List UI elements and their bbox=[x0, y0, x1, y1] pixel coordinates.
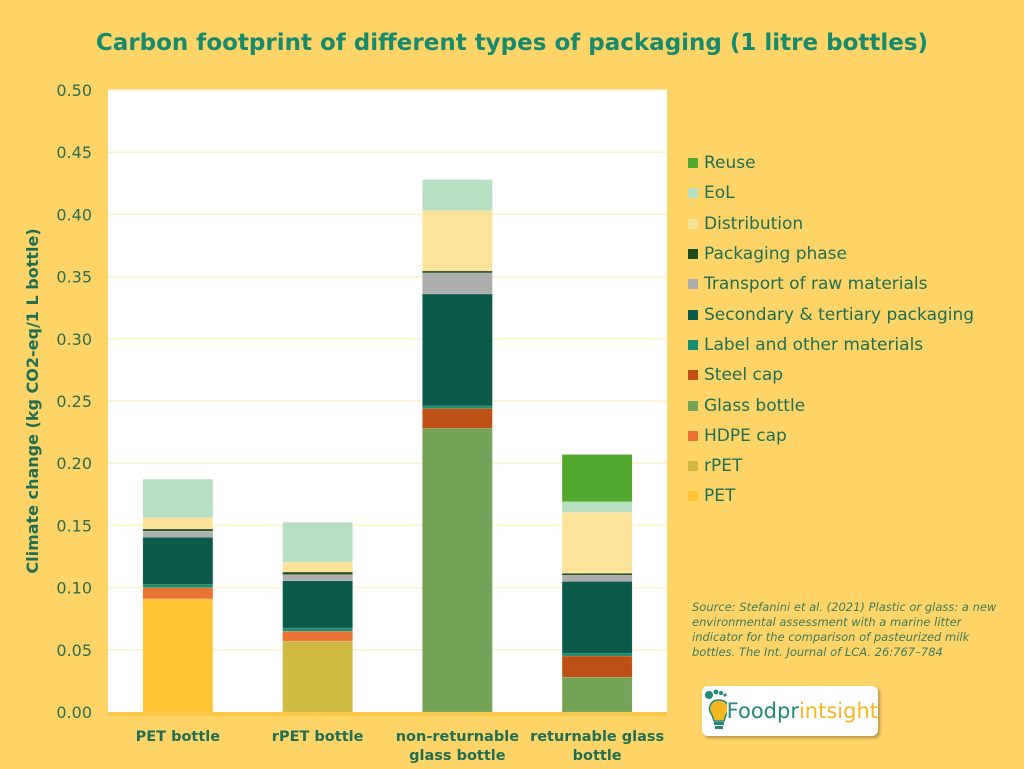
x-tick-label: glass bottle bbox=[409, 748, 506, 764]
bar-segment-transport-of-raw-materials bbox=[422, 272, 493, 295]
bar-segment-packaging-phase bbox=[422, 270, 493, 274]
legend-item: rPET bbox=[688, 451, 974, 481]
bar-segment-label-and-other-materials bbox=[142, 584, 214, 588]
x-tick-label: returnable glass bbox=[530, 729, 664, 745]
legend-item: Glass bottle bbox=[688, 390, 974, 420]
x-tick-label: rPET bottle bbox=[272, 729, 364, 745]
legend-item: PET bbox=[688, 481, 974, 511]
bar-segment-secondary-tertiary-packaging bbox=[282, 580, 353, 629]
legend-swatch bbox=[688, 339, 698, 350]
bar-segment-eol bbox=[422, 179, 493, 211]
bar-segment-secondary-tertiary-packaging bbox=[142, 536, 214, 585]
y-tick-label: 0.00 bbox=[56, 703, 92, 722]
legend-label: rPET bbox=[704, 456, 743, 477]
legend-item: EoL bbox=[688, 178, 974, 208]
y-tick-label: 0.20 bbox=[56, 454, 92, 473]
legend-label: Distribution bbox=[704, 213, 804, 234]
legend-swatch bbox=[688, 249, 698, 260]
legend-label: HDPE cap bbox=[704, 425, 787, 446]
bar-segment-rpet bbox=[282, 640, 353, 713]
bar-segment-eol bbox=[142, 478, 214, 519]
y-tick-label: 0.25 bbox=[56, 392, 92, 411]
legend-swatch bbox=[688, 188, 698, 199]
y-tick-label: 0.50 bbox=[56, 81, 92, 100]
legend-label: Packaging phase bbox=[704, 244, 847, 265]
y-axis-label: Climate change (kg CO2-eq/1 L bottle) bbox=[23, 228, 42, 573]
x-tick-label: PET bottle bbox=[136, 729, 221, 745]
bar-segment-packaging-phase bbox=[561, 573, 633, 576]
y-tick-label: 0.35 bbox=[56, 268, 92, 287]
bar-segment-distribution bbox=[282, 561, 353, 573]
legend-label: Label and other materials bbox=[704, 334, 924, 355]
legend-item: HDPE cap bbox=[688, 421, 974, 451]
y-tick-label: 0.40 bbox=[56, 205, 92, 224]
legend-swatch bbox=[688, 461, 698, 472]
legend-label: EoL bbox=[704, 183, 735, 204]
y-tick-label: 0.15 bbox=[56, 516, 92, 535]
legend-swatch bbox=[688, 370, 698, 381]
bar-segment-steel-cap bbox=[422, 408, 493, 429]
legend-swatch bbox=[688, 158, 698, 169]
bar-segment-transport-of-raw-materials bbox=[282, 574, 353, 582]
bar-segment-glass-bottle bbox=[422, 428, 493, 713]
legend-swatch bbox=[688, 491, 698, 502]
bar-segment-distribution bbox=[422, 210, 493, 272]
legend-item: Distribution bbox=[688, 209, 974, 239]
bar-segment-hdpe-cap bbox=[282, 630, 353, 642]
bar-segment-label-and-other-materials bbox=[561, 653, 633, 657]
legend-item: Secondary & tertiary packaging bbox=[688, 299, 974, 329]
bar-segment-label-and-other-materials bbox=[422, 405, 493, 409]
bar-segment-eol bbox=[561, 501, 633, 513]
y-tick-label: 0.10 bbox=[56, 579, 92, 598]
bar-segment-label-and-other-materials bbox=[282, 627, 353, 632]
legend-swatch bbox=[688, 218, 698, 229]
x-tick-label: non-returnable bbox=[396, 729, 519, 745]
source-citation: Source: Stefanini et al. (2021) Plastic … bbox=[692, 600, 997, 659]
bar-segment-secondary-tertiary-packaging bbox=[561, 581, 633, 654]
legend: Reuse EoL Distribution Packaging phase Trans… bbox=[688, 148, 974, 512]
legend-item: Packaging phase bbox=[688, 239, 974, 269]
lightbulb-footprint-icon bbox=[705, 689, 727, 729]
bar-segment-hdpe-cap bbox=[142, 587, 214, 600]
bar-segment-transport-of-raw-materials bbox=[561, 574, 633, 582]
y-tick-label: 0.45 bbox=[56, 143, 92, 162]
bar-segment-packaging-phase bbox=[282, 571, 353, 575]
legend-label: Transport of raw materials bbox=[704, 274, 928, 295]
bar-segment-packaging-phase bbox=[142, 528, 214, 532]
legend-item: Steel cap bbox=[688, 360, 974, 390]
legend-label: PET bbox=[704, 486, 736, 507]
legend-label: Secondary & tertiary packaging bbox=[704, 304, 975, 325]
legend-swatch bbox=[688, 430, 698, 441]
bar-segment-pet bbox=[142, 598, 214, 713]
logo-text-part2: intsight bbox=[798, 699, 878, 723]
chart-title: Carbon footprint of different types of p… bbox=[95, 30, 929, 56]
legend-item: Transport of raw materials bbox=[688, 269, 974, 299]
legend-label: Reuse bbox=[704, 153, 756, 174]
x-tick-label: bottle bbox=[573, 748, 622, 764]
legend-swatch bbox=[688, 279, 698, 290]
bar-segment-eol bbox=[282, 522, 353, 563]
legend-item: Label and other materials bbox=[688, 330, 974, 360]
bar-segment-steel-cap bbox=[561, 655, 633, 678]
legend-swatch bbox=[688, 400, 698, 411]
legend-item: Reuse bbox=[688, 148, 974, 178]
bar-segment-reuse bbox=[561, 454, 633, 503]
legend-label: Steel cap bbox=[704, 365, 784, 386]
bar-segment-distribution bbox=[142, 517, 214, 530]
bar-segment-transport-of-raw-materials bbox=[142, 530, 214, 538]
bar-segment-distribution bbox=[561, 512, 633, 574]
y-tick-label: 0.30 bbox=[56, 330, 92, 349]
foodprintsight-logo: Foodpr intsight bbox=[702, 686, 878, 736]
logo-text-part1: Foodpr bbox=[726, 699, 799, 723]
bar-segment-glass-bottle bbox=[561, 676, 633, 713]
legend-swatch bbox=[688, 309, 698, 320]
legend-label: Glass bottle bbox=[704, 395, 806, 416]
bar-segment-secondary-tertiary-packaging bbox=[422, 293, 493, 407]
y-tick-label: 0.05 bbox=[56, 641, 92, 660]
